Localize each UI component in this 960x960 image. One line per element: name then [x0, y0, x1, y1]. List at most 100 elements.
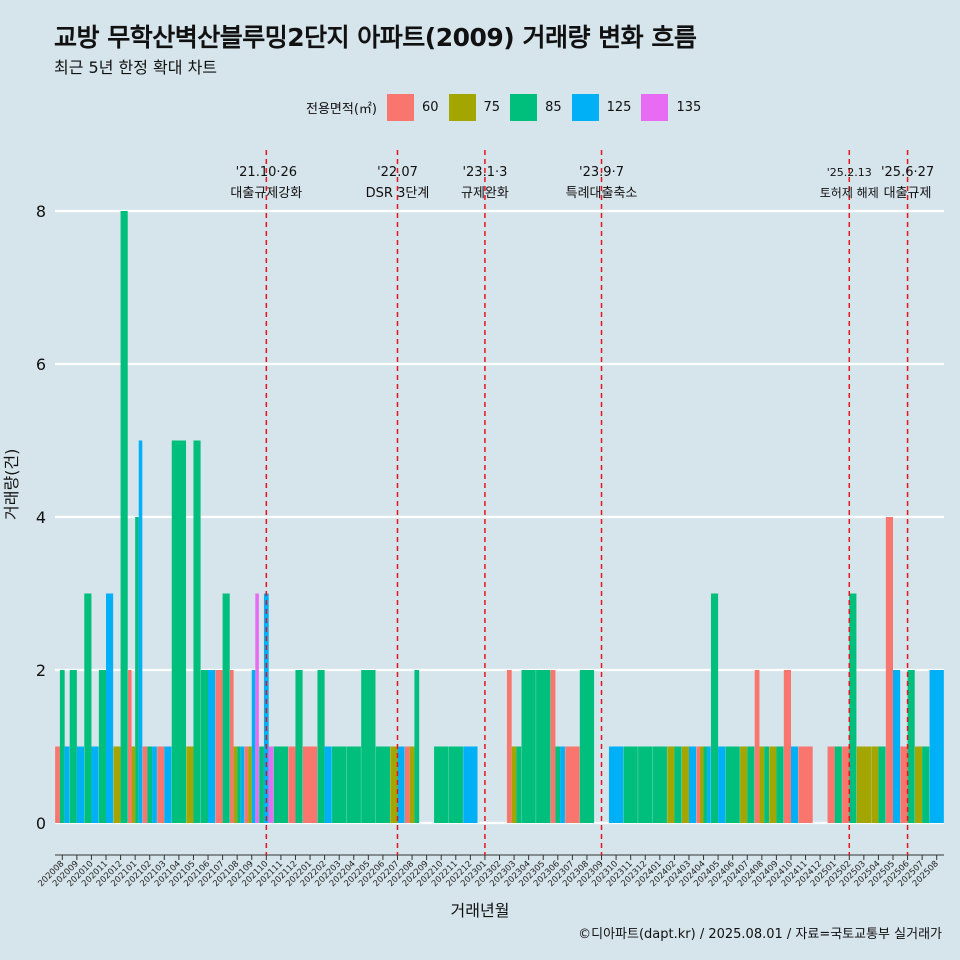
- legend-label-60: 60: [421, 99, 439, 115]
- bar-202402-85: [674, 746, 682, 823]
- legend-swatch-60: [386, 93, 414, 121]
- bar-202108-60: [230, 670, 234, 823]
- bar-202502-85: [849, 593, 857, 823]
- bar-202101-125: [138, 440, 143, 823]
- bar-202505-125: [892, 670, 901, 823]
- bar-202110-135: [268, 746, 274, 823]
- bar-202010-125: [91, 746, 99, 823]
- bar-202311-85: [623, 746, 638, 823]
- bar-202506-60: [900, 746, 908, 823]
- bar-202308-85: [579, 670, 595, 823]
- bar-202103-60: [157, 746, 165, 823]
- bar-202208-75: [409, 746, 415, 823]
- bar-202109-75: [248, 746, 252, 823]
- bar-202109-125: [251, 670, 256, 823]
- bar-202202-85: [317, 670, 325, 823]
- bar-202009-85: [69, 670, 77, 823]
- bar-202303-85: [516, 746, 522, 823]
- bar-202506-85: [907, 670, 915, 823]
- bar-202108-75: [233, 746, 238, 823]
- bar-202507-85: [922, 746, 930, 823]
- bar-202107-85: [222, 593, 230, 823]
- bar-202011-125: [106, 593, 114, 823]
- bar-202104-85: [171, 440, 187, 823]
- legend: 전용면적(㎡) 60 75 85 125 135: [306, 92, 711, 122]
- bar-202507-75: [914, 746, 923, 823]
- bar-202011-85: [98, 670, 107, 823]
- bar-202408-85: [764, 746, 769, 823]
- event-date-202502: '25.2.13: [827, 166, 872, 179]
- y-tick-label: 0: [36, 814, 46, 833]
- bar-202508-125: [929, 670, 944, 823]
- bar-202503-75: [856, 746, 871, 823]
- legend-label-75: 75: [483, 99, 501, 115]
- bar-202103-125: [164, 746, 172, 823]
- event-label-202301: 규제완화: [461, 186, 509, 201]
- bar-202407-85: [747, 746, 755, 823]
- bar-202109-60: [244, 746, 249, 823]
- bar-202203-85: [332, 746, 347, 823]
- y-tick-label: 2: [36, 661, 46, 680]
- y-tick-label: 8: [36, 202, 46, 221]
- bar-202008-85: [59, 670, 65, 823]
- chart-subtitle: 최근 5년 한정 확대 차트: [54, 58, 218, 77]
- y-axis-label: 거래량(건): [2, 448, 21, 520]
- bar-202107-60: [215, 670, 223, 823]
- bar-202408-75: [759, 746, 765, 823]
- legend-item-135: 135: [641, 93, 702, 121]
- event-date-202110: '21.10·26: [236, 165, 297, 180]
- bar-202105-75: [186, 746, 194, 823]
- bar-202402-75: [667, 746, 675, 823]
- y-tick-label: 4: [36, 508, 46, 527]
- bar-202102-60: [142, 746, 148, 823]
- bar-202012-85: [120, 211, 128, 823]
- legend-item-85: 85: [510, 93, 562, 121]
- event-date-202309: '23.9·7: [579, 165, 624, 180]
- bar-202404-60: [696, 746, 700, 823]
- bar-202101-85: [135, 517, 139, 823]
- event-label-202506: 대출규제: [884, 186, 932, 201]
- bar-202210-85: [434, 746, 449, 823]
- bar-202012-75: [113, 746, 121, 823]
- bar-202111-85: [273, 746, 289, 823]
- bar-202501-85: [834, 746, 842, 823]
- event-label-202110: 대출규제강화: [230, 186, 302, 201]
- bar-202106-125: [208, 670, 216, 823]
- bar-202404-75: [699, 746, 704, 823]
- bar-202409-85: [776, 746, 784, 823]
- event-date-202301: '23.1·3: [462, 165, 507, 180]
- legend-label-135: 135: [676, 99, 702, 115]
- bar-202304-85: [521, 670, 536, 823]
- bar-202404-125: [707, 746, 711, 823]
- bar-202303-60: [506, 670, 512, 823]
- bar-202108-85: [237, 746, 241, 823]
- bar-202008-125: [64, 746, 70, 823]
- bar-202411-60: [798, 746, 813, 823]
- bar-202409-75: [769, 746, 777, 823]
- bar-202306-60: [550, 670, 556, 823]
- bar-202101-75: [131, 746, 136, 823]
- bar-202205-85: [361, 670, 376, 823]
- bar-202009-125: [76, 746, 85, 823]
- bar-202105-85: [193, 440, 201, 823]
- bar-202406-85: [725, 746, 740, 823]
- bar-202108-125: [240, 746, 245, 823]
- bar-202307-60: [565, 746, 580, 823]
- bar-202504-75: [871, 746, 879, 823]
- bar-202101-60: [128, 670, 132, 823]
- bar-202408-60: [754, 670, 760, 823]
- chart-title: 교방 무학산벽산블루밍2단지 아파트(2009) 거래량 변화 흐름: [54, 23, 697, 52]
- bar-202106-85: [200, 670, 209, 823]
- event-label-202502: 토허제 해제: [820, 186, 879, 200]
- bar-202405-125: [718, 746, 726, 823]
- bar-202407-75: [740, 746, 748, 823]
- bar-202306-85: [555, 746, 561, 823]
- bar-202504-85: [878, 746, 886, 823]
- bar-202403-125: [688, 746, 697, 823]
- bar-202206-85: [375, 746, 391, 823]
- bar-202410-125: [790, 746, 799, 823]
- y-tick-label: 6: [36, 355, 46, 374]
- bar-202201-60: [302, 746, 318, 823]
- bar-202110-85: [259, 746, 264, 823]
